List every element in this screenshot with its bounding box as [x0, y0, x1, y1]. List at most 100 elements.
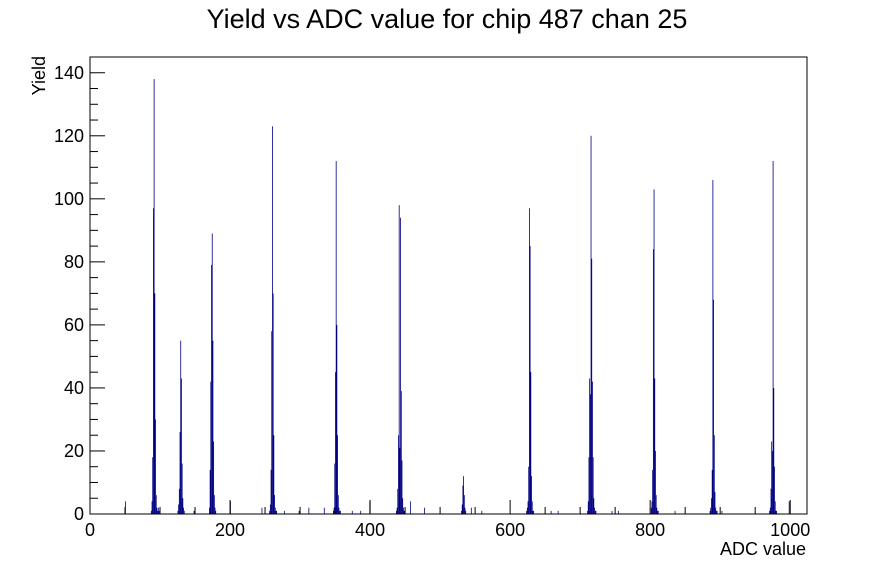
histogram-bin [611, 510, 613, 514]
histogram-bin [592, 381, 593, 514]
y-tick-label: 80 [64, 252, 84, 272]
plot-frame [89, 56, 808, 515]
histogram-bin [714, 491, 716, 514]
y-axis: 0 20 40 60 80 100 120 140 [54, 56, 105, 524]
histogram-bin [594, 510, 596, 514]
x-axis-label: ADC value [720, 539, 806, 559]
histogram-bin [398, 205, 400, 514]
histogram-bin [593, 498, 595, 514]
histogram-bin [182, 498, 184, 514]
y-tick-label: 60 [64, 315, 84, 335]
histogram-bin [335, 372, 336, 514]
histogram-bin [776, 510, 777, 514]
histogram-bin [527, 501, 529, 514]
histogram-bin [771, 450, 773, 514]
histogram-bin [769, 507, 771, 514]
histogram-bin [269, 510, 271, 514]
histogram-bin [351, 510, 353, 514]
histogram-bin [154, 293, 156, 514]
x-tick-label: 400 [355, 520, 385, 540]
histogram-bin [334, 463, 336, 514]
histogram-bars [125, 79, 790, 515]
histogram-bin [283, 510, 285, 514]
histogram-bin [530, 372, 532, 514]
histogram-bin [775, 510, 777, 514]
histogram-bin [774, 501, 776, 514]
histogram-bin [272, 126, 273, 514]
histogram-bin [463, 476, 464, 514]
histogram-bin [533, 510, 535, 514]
histogram-bin [463, 495, 465, 514]
histogram-bin [655, 450, 656, 514]
histogram-bin [337, 435, 338, 514]
histogram-bin [654, 378, 656, 514]
histogram-bin [275, 510, 277, 514]
histogram-bin [272, 293, 274, 514]
histogram-bin [403, 510, 405, 514]
histogram-bin [409, 501, 411, 514]
histogram-bin [526, 510, 528, 514]
histogram-bin [308, 507, 310, 514]
histogram-bin [481, 510, 483, 514]
histogram-bin [155, 495, 157, 514]
histogram-bin [465, 510, 467, 514]
histogram-bin [770, 488, 772, 514]
histogram-bin [152, 457, 154, 514]
histogram-bin [774, 466, 775, 514]
histogram-bin [155, 419, 156, 514]
histogram-bin [591, 258, 593, 514]
histogram-bin [213, 441, 215, 514]
histogram-bin [594, 507, 595, 514]
histogram-bin [274, 507, 276, 514]
histogram-bin [396, 507, 398, 514]
histogram-bin [788, 501, 790, 514]
histogram-bin [712, 179, 714, 515]
y-tick-label: 20 [64, 441, 84, 461]
histogram-bin [526, 507, 528, 514]
histogram-bin [333, 507, 335, 514]
histogram-bin [470, 507, 472, 514]
histogram-bin [772, 161, 774, 514]
histogram-bin [587, 501, 589, 514]
y-tick-label: 100 [54, 189, 84, 209]
x-tick-label: 600 [495, 520, 525, 540]
histogram-bin [400, 217, 401, 515]
histogram-bin [464, 507, 466, 514]
histogram-bin [210, 381, 212, 514]
histogram-bin [335, 161, 337, 514]
histogram-bin [276, 510, 278, 514]
histogram-bin [674, 510, 676, 514]
histogram-bin [531, 476, 532, 514]
y-tick-label: 0 [74, 504, 84, 524]
histogram-bin [402, 507, 404, 514]
histogram-bin [212, 340, 214, 514]
chart-title: Yield vs ADC value for chip 487 chan 25 [207, 4, 688, 34]
histogram-bin [158, 510, 160, 514]
histogram-bin [461, 510, 462, 514]
histogram-bin [462, 485, 464, 514]
histogram-bin [273, 435, 275, 514]
histogram-bin [336, 324, 338, 514]
histogram-bin [332, 510, 334, 514]
histogram-bin [713, 435, 715, 514]
histogram-bin [274, 495, 275, 514]
histogram-bin [337, 495, 339, 514]
x-axis: 0 200 400 600 800 1000 [85, 500, 810, 540]
histogram-bin [617, 510, 619, 514]
x-tick-label: 200 [215, 520, 245, 540]
histogram-bin [339, 510, 341, 514]
histogram-bin [153, 79, 155, 514]
histogram-bin [657, 510, 658, 514]
histogram-bin [709, 510, 711, 514]
histogram-bin [651, 501, 653, 514]
histogram-bin [715, 510, 717, 514]
histogram-bin [529, 208, 530, 514]
histogram-bin [656, 507, 658, 514]
histogram-bin [193, 510, 195, 514]
histogram-bin [655, 495, 657, 514]
x-tick-label: 800 [635, 520, 665, 540]
histogram-bin [157, 510, 159, 514]
histogram-bin [211, 265, 212, 514]
histogram-bin [531, 501, 533, 514]
